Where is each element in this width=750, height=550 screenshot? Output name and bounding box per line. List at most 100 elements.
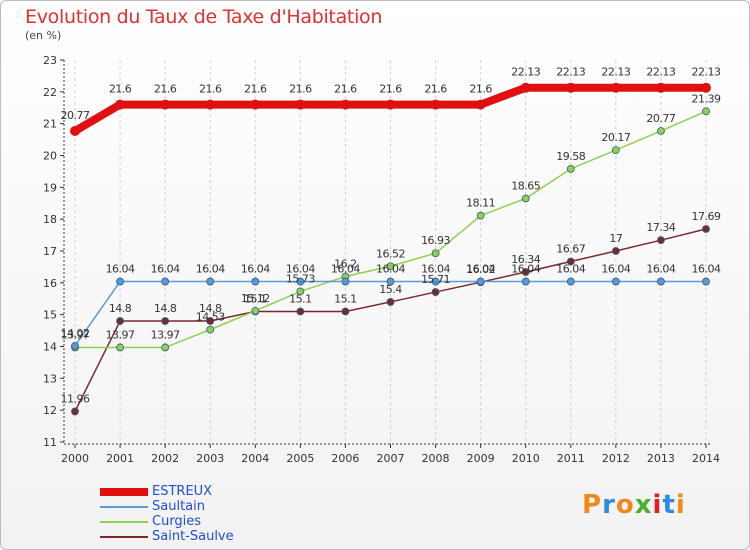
data-label: 14.53 bbox=[196, 311, 225, 324]
y-tick-label: 16 bbox=[43, 277, 57, 290]
x-tick-label: 2002 bbox=[151, 452, 179, 465]
data-point bbox=[115, 99, 126, 110]
x-tick-label: 2014 bbox=[692, 452, 720, 465]
data-label: 22.13 bbox=[646, 66, 675, 79]
data-point bbox=[71, 407, 79, 416]
data-label: 20.77 bbox=[61, 109, 90, 122]
data-label: 21.6 bbox=[109, 83, 132, 96]
data-label: 16.93 bbox=[421, 234, 450, 247]
logo-letter: i bbox=[675, 490, 686, 520]
data-label: 18.65 bbox=[511, 179, 540, 192]
data-label: 16.04 bbox=[692, 263, 721, 276]
logo-letter: P bbox=[582, 490, 603, 520]
chart-legend: ESTREUX Saultain Curgies Saint-Saulve bbox=[100, 484, 234, 544]
data-label: 20.77 bbox=[646, 112, 675, 125]
data-point bbox=[386, 277, 395, 286]
data-label: 16.04 bbox=[151, 263, 180, 276]
legend-swatch bbox=[100, 505, 148, 508]
logo-letter: r bbox=[602, 490, 616, 520]
data-point bbox=[296, 277, 305, 286]
data-label: 16.04 bbox=[286, 263, 315, 276]
data-point bbox=[161, 343, 170, 352]
data-label: 19.58 bbox=[556, 150, 585, 163]
data-point bbox=[520, 82, 531, 93]
x-tick-label: 2008 bbox=[422, 452, 450, 465]
legend-item: Curgies bbox=[100, 514, 234, 529]
data-label: 21.6 bbox=[289, 83, 312, 96]
data-point bbox=[161, 317, 170, 325]
chart-title: Evolution du Taux de Taxe d'Habitation bbox=[25, 6, 383, 28]
data-point bbox=[430, 99, 441, 110]
legend-item: Saultain bbox=[100, 499, 234, 514]
data-point bbox=[386, 262, 395, 271]
data-label: 15.1 bbox=[289, 292, 312, 305]
data-label: 16.04 bbox=[376, 263, 405, 276]
legend-label: Curgies bbox=[152, 514, 202, 529]
data-label: 20.17 bbox=[601, 131, 630, 144]
data-label: 14.02 bbox=[61, 327, 90, 340]
data-label: 21.6 bbox=[469, 83, 492, 96]
x-tick-label: 2011 bbox=[557, 452, 585, 465]
data-point bbox=[521, 268, 530, 276]
data-label: 16.04 bbox=[331, 263, 360, 276]
x-tick-label: 2000 bbox=[61, 452, 89, 465]
data-label: 21.6 bbox=[199, 83, 222, 96]
data-label: 11.96 bbox=[61, 392, 90, 405]
y-tick-label: 15 bbox=[43, 309, 57, 322]
legend-swatch bbox=[100, 535, 148, 538]
y-tick-label: 18 bbox=[43, 213, 57, 226]
data-point bbox=[385, 99, 396, 110]
data-point bbox=[206, 277, 215, 286]
data-label: 22.13 bbox=[556, 66, 585, 79]
data-point bbox=[566, 277, 575, 286]
data-label: 16.04 bbox=[421, 263, 450, 276]
proxiti-logo: Proxiti bbox=[582, 490, 686, 520]
data-point bbox=[657, 277, 665, 286]
data-point bbox=[116, 343, 124, 352]
data-label: 22.13 bbox=[511, 66, 540, 79]
y-tick-label: 22 bbox=[43, 86, 57, 99]
data-label: 16.04 bbox=[106, 263, 135, 276]
data-point bbox=[341, 277, 350, 286]
data-label: 18.11 bbox=[466, 197, 495, 210]
data-label: 16.04 bbox=[196, 263, 225, 276]
legend-label: Saultain bbox=[152, 499, 205, 514]
data-label: 16.52 bbox=[376, 247, 405, 260]
x-tick-label: 2001 bbox=[106, 452, 134, 465]
data-point bbox=[701, 82, 711, 93]
data-label: 16.04 bbox=[646, 263, 675, 276]
data-label: 16.34 bbox=[511, 253, 540, 266]
data-point bbox=[205, 99, 216, 110]
data-point bbox=[431, 288, 440, 296]
data-point bbox=[611, 277, 620, 286]
data-point bbox=[251, 277, 260, 286]
data-point bbox=[161, 277, 170, 286]
data-label: 16.04 bbox=[556, 263, 585, 276]
data-point bbox=[655, 82, 666, 93]
data-label: 15.4 bbox=[379, 283, 402, 296]
y-tick-label: 20 bbox=[43, 150, 57, 163]
data-label: 22.13 bbox=[692, 66, 721, 79]
data-point bbox=[295, 99, 306, 110]
legend-item: Saint-Saulve bbox=[100, 529, 234, 544]
data-point bbox=[70, 125, 80, 136]
logo-letter: x bbox=[634, 490, 653, 520]
data-label: 16.04 bbox=[601, 263, 630, 276]
data-label: 14.8 bbox=[109, 302, 132, 315]
data-label: 13.97 bbox=[61, 328, 90, 341]
data-point bbox=[521, 277, 530, 286]
logo-letter: t bbox=[662, 490, 676, 520]
data-label: 15.71 bbox=[421, 273, 450, 286]
data-point bbox=[476, 277, 485, 286]
y-tick-label: 11 bbox=[43, 436, 57, 449]
logo-letter: i bbox=[652, 490, 663, 520]
data-label: 17 bbox=[609, 232, 622, 245]
data-point bbox=[566, 164, 575, 173]
x-tick-label: 2007 bbox=[377, 452, 405, 465]
y-tick-label: 17 bbox=[43, 245, 57, 258]
legend-item: ESTREUX bbox=[100, 484, 234, 499]
data-label: 17.69 bbox=[692, 210, 721, 223]
x-tick-label: 2009 bbox=[467, 452, 495, 465]
data-label: 21.39 bbox=[692, 92, 721, 105]
